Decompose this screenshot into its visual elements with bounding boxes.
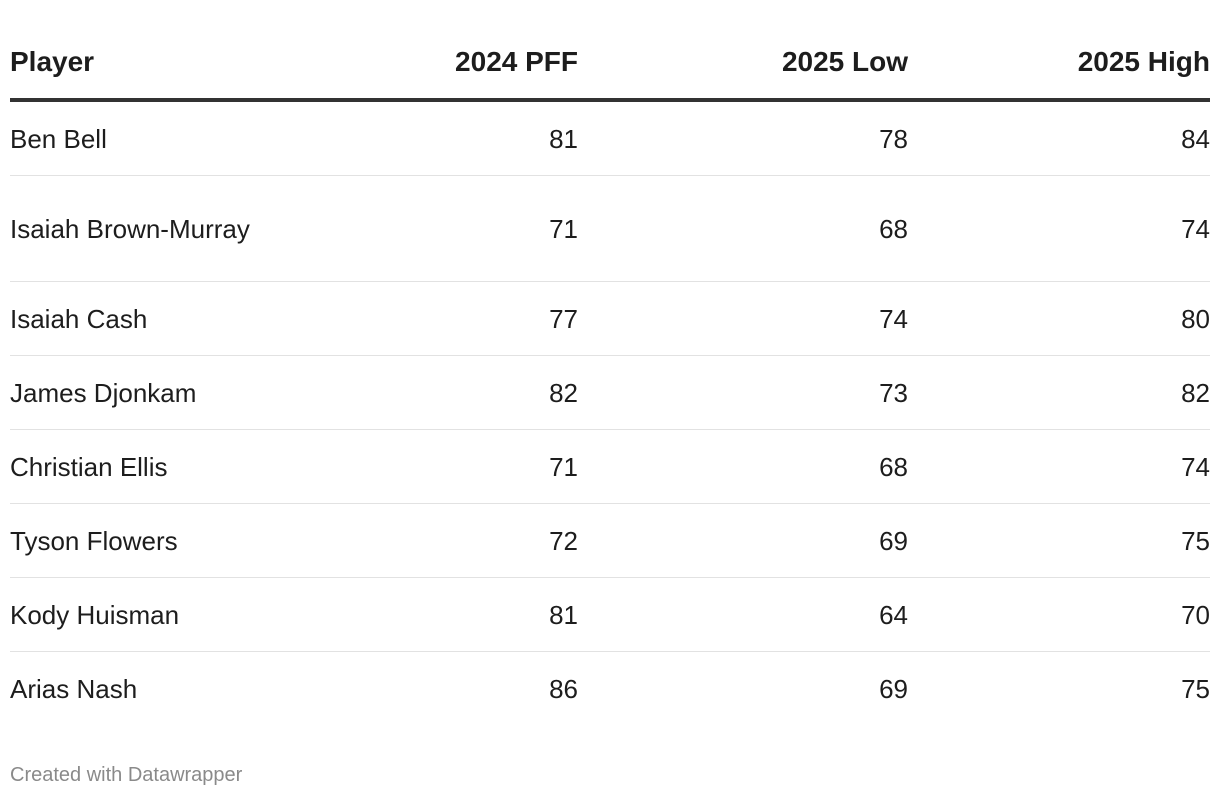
cell-player: Isaiah Cash: [10, 281, 250, 356]
cell-player: Tyson Flowers: [10, 503, 250, 578]
cell-2025-high: 80: [908, 281, 1210, 356]
table-row: Isaiah Brown-Murray 71 68 74: [10, 175, 1210, 282]
cell-2025-high: 75: [1181, 673, 1210, 704]
cell-player: Arias Nash: [10, 673, 138, 704]
cell-2025-low: 68: [578, 175, 908, 282]
cell-2024-pff: 71: [250, 429, 578, 504]
cell-2025-high: 75: [908, 503, 1210, 578]
cell-2025-low: 68: [578, 429, 908, 504]
table-body: Ben Bell 81 78 84 Isaiah Brown-Murray 71…: [10, 100, 1210, 725]
cell-player: Christian Ellis: [10, 429, 250, 504]
cell-2024-pff: 82: [250, 355, 578, 430]
cell-2025-high: 74: [908, 429, 1210, 504]
table-row: Ben Bell 81 78 84: [10, 100, 1210, 176]
table-row: Arias Nash 86 69 75: [10, 652, 1210, 726]
cell-2025-high: 82: [908, 355, 1210, 430]
header-row: Player 2024 PFF 2025 Low 2025 High: [10, 26, 1210, 102]
table-row: James Djonkam 82 73 82: [10, 355, 1210, 430]
cell-2025-low: 73: [578, 355, 908, 430]
player-ratings-table: Player 2024 PFF 2025 Low 2025 High Ben B…: [10, 26, 1210, 725]
cell-player: Isaiah Brown-Murray: [10, 175, 250, 282]
cell-2024-pff: 86: [549, 673, 578, 704]
cell-player: Ben Bell: [10, 100, 250, 176]
cell-2025-low: 69: [578, 503, 908, 578]
cell-2025-low: 69: [879, 673, 908, 704]
column-header-2024-pff[interactable]: 2024 PFF: [250, 26, 578, 102]
cell-player: Kody Huisman: [10, 577, 250, 652]
cell-2025-low: 64: [578, 577, 908, 652]
cell-2024-pff: 77: [250, 281, 578, 356]
table-row: Tyson Flowers 72 69 75: [10, 503, 1210, 578]
table-row: Kody Huisman 81 64 70: [10, 577, 1210, 652]
cell-2024-pff: 81: [250, 100, 578, 176]
cell-2025-low: 74: [578, 281, 908, 356]
cell-2024-pff: 72: [250, 503, 578, 578]
cell-2025-high: 84: [908, 100, 1210, 176]
cell-2025-high: 74: [908, 175, 1210, 282]
table-row: Christian Ellis 71 68 74: [10, 429, 1210, 504]
table-header: Player 2024 PFF 2025 Low 2025 High: [10, 26, 1210, 102]
cell-2025-high: 70: [908, 577, 1210, 652]
column-header-player[interactable]: Player: [10, 26, 250, 102]
cell-player: James Djonkam: [10, 355, 250, 430]
cell-2024-pff: 81: [250, 577, 578, 652]
table-row: Isaiah Cash 77 74 80: [10, 281, 1210, 356]
data-table-container: Player 2024 PFF 2025 Low 2025 High Ben B…: [10, 26, 1210, 725]
datawrapper-credit[interactable]: Created with Datawrapper: [10, 764, 243, 786]
column-header-2025-high[interactable]: 2025 High: [908, 26, 1210, 102]
cell-2025-low: 78: [578, 100, 908, 176]
column-header-2025-low[interactable]: 2025 Low: [578, 26, 908, 102]
cell-2024-pff: 71: [250, 175, 578, 282]
